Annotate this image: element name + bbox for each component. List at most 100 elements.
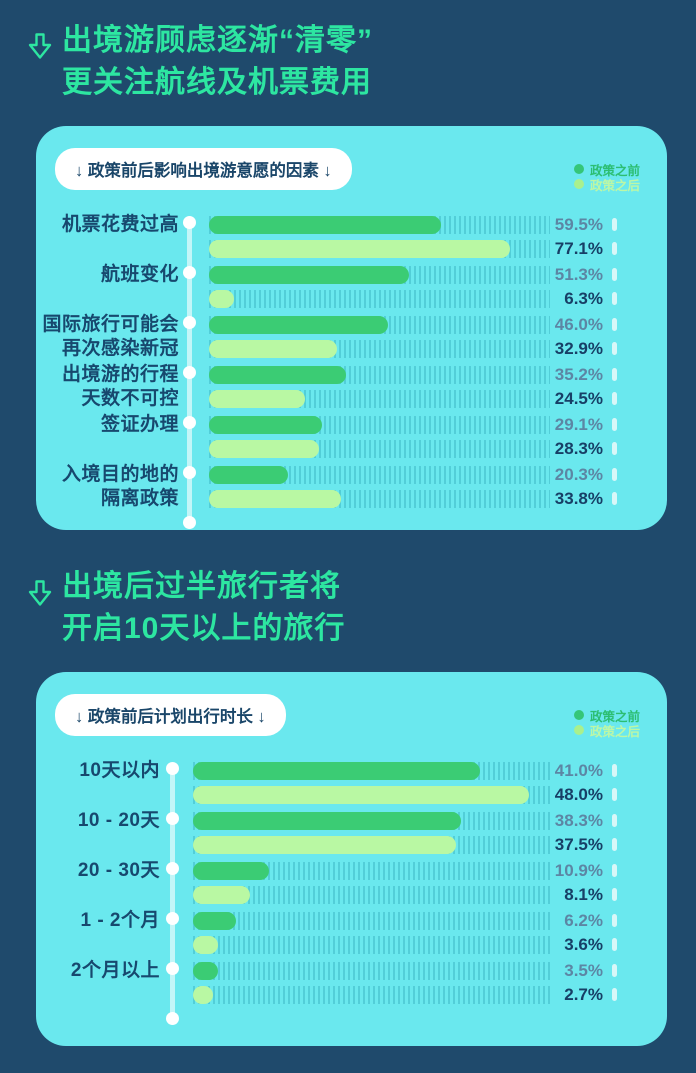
chart-legend: 政策之前 政策之后 (573, 708, 640, 739)
category-label: 10 - 20天 (77, 810, 160, 831)
bar-before (209, 266, 410, 284)
timeline-dot (166, 961, 179, 975)
chart-row: 2个月以上 3.5% 2.7% (36, 959, 667, 1007)
bar-track (193, 962, 550, 980)
tick-mark (612, 268, 617, 281)
bar-track (193, 912, 550, 930)
bar-after (209, 490, 341, 508)
chart-row: 10 - 20天 38.3% 37.5% (36, 809, 667, 857)
tick-mark (612, 838, 617, 851)
value-before: 51.3% (554, 265, 603, 284)
legend-item-before: 政策之前 (573, 162, 640, 178)
legend-dot-before-icon (573, 710, 584, 720)
bar-before (209, 216, 442, 234)
section2-title: 出境后过半旅行者将 开启10天以上的旅行 (62, 570, 346, 645)
value-after: 3.6% (564, 935, 603, 954)
value-after: 48.0% (554, 785, 603, 804)
timeline-dot (166, 911, 179, 925)
legend-dot-after-icon (573, 725, 584, 735)
timeline-line (170, 768, 175, 1018)
bar-before (193, 812, 462, 830)
value-before: 3.5% (564, 961, 603, 980)
category-label: 1 - 2个月 (80, 910, 160, 931)
chart-row: 航班变化 51.3% 6.3% (36, 263, 667, 311)
bar-after (209, 290, 234, 308)
bar-after (193, 986, 213, 1004)
bar-after (209, 390, 305, 408)
bar-after (193, 786, 529, 804)
value-after: 77.1% (554, 239, 603, 258)
chart2-card: ↓ 政策前后计划出行时长 ↓ 政策之前 政策之后 10天以内 41.0% (36, 672, 667, 1046)
chart-row: 出境游的行程 天数不可控 35.2% 24.5% (36, 363, 667, 411)
bar-before (193, 912, 237, 930)
bar-before (193, 862, 270, 880)
category-label: 20 - 30天 (77, 860, 160, 881)
bar-before (193, 962, 218, 980)
bar-track (193, 936, 550, 954)
bar-track (193, 862, 550, 880)
timeline-dot (183, 465, 196, 479)
timeline-dot (183, 415, 196, 429)
down-arrow-outline-icon (28, 33, 52, 59)
timeline-dot (166, 811, 179, 825)
value-after: 6.3% (564, 289, 603, 308)
category-label: 10天以内 (79, 760, 160, 781)
value-after: 28.3% (554, 439, 603, 458)
bar-track (193, 886, 550, 904)
category-label: 航班变化 (100, 264, 179, 285)
chart1-card: ↓ 政策前后影响出境游意愿的因素 ↓ 政策之前 政策之后 机票花费过高 (36, 126, 667, 530)
tick-mark (612, 342, 617, 355)
value-after: 24.5% (554, 389, 603, 408)
tick-mark (612, 914, 617, 927)
tick-mark (612, 318, 617, 331)
tick-mark (612, 814, 617, 827)
tick-mark (612, 938, 617, 951)
chart-row: 机票花费过高 59.5% 77.1% (36, 213, 667, 261)
chart-row: 10天以内 41.0% 48.0% (36, 759, 667, 807)
section1-title: 出境游顾虑逐渐“清零” 更关注航线及机票费用 (62, 24, 373, 99)
timeline-dot (183, 315, 196, 329)
tick-mark (612, 418, 617, 431)
tick-mark (612, 242, 617, 255)
bar-track (193, 986, 550, 1004)
bar-before (209, 366, 347, 384)
timeline-end-dot (183, 515, 196, 529)
tick-mark (612, 368, 617, 381)
bar-after (193, 836, 456, 854)
bar-before (209, 466, 289, 484)
tick-mark (612, 442, 617, 455)
bar-before (209, 316, 389, 334)
bar-track (209, 466, 550, 484)
chart-row: 签证办理 29.1% 28.3% (36, 413, 667, 461)
chart1-title-pill: ↓ 政策前后影响出境游意愿的因素 ↓ (55, 148, 352, 190)
value-before: 46.0% (554, 315, 603, 334)
tick-mark (612, 964, 617, 977)
bar-track (209, 290, 550, 308)
timeline-dot (183, 365, 196, 379)
category-label: 出境游的行程 天数不可控 (61, 364, 179, 409)
category-label: 机票花费过高 (61, 214, 179, 235)
value-after: 32.9% (554, 339, 603, 358)
value-after: 8.1% (564, 885, 603, 904)
chart-legend: 政策之前 政策之后 (573, 162, 640, 193)
value-before: 20.3% (554, 465, 603, 484)
chart2-title-pill: ↓ 政策前后计划出行时长 ↓ (55, 694, 286, 736)
bar-after (209, 340, 338, 358)
bar-after (193, 936, 219, 954)
timeline-dot (183, 265, 196, 279)
legend-label-before: 政策之前 (589, 709, 640, 724)
value-before: 35.2% (554, 365, 603, 384)
timeline-end-dot (166, 1011, 179, 1025)
tick-mark (612, 292, 617, 305)
tick-mark (612, 764, 617, 777)
bar-before (209, 416, 323, 434)
value-before: 10.9% (554, 861, 603, 880)
bar-before (193, 762, 480, 780)
category-label: 国际旅行可能会 再次感染新冠 (42, 314, 179, 359)
value-before: 59.5% (554, 215, 603, 234)
legend-label-after: 政策之后 (589, 724, 640, 739)
tick-mark (612, 888, 617, 901)
legend-label-before: 政策之前 (589, 163, 640, 178)
value-after: 37.5% (554, 835, 603, 854)
